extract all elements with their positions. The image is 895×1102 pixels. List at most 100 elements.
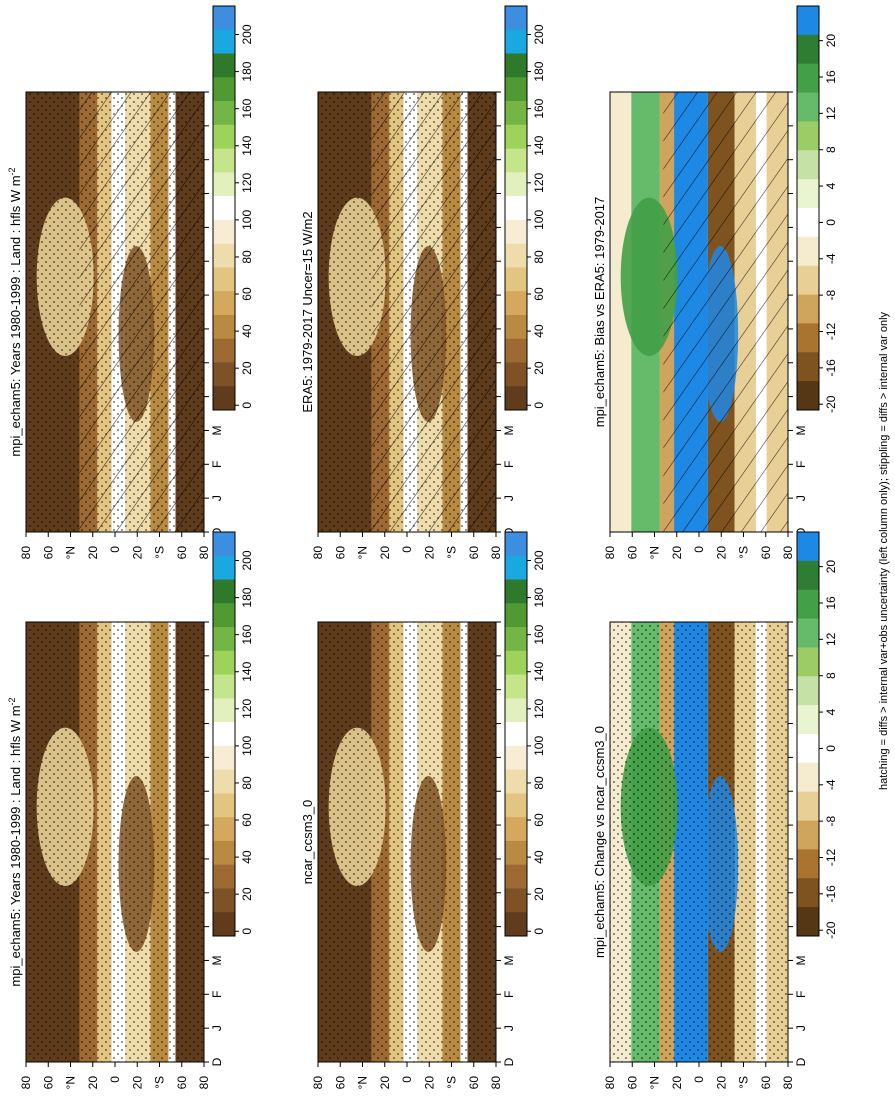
month-tick-label: J	[502, 495, 516, 501]
panel-title: mpi_echam5: Bias vs ERA5: 1979-2017	[592, 197, 607, 428]
colorbar-frame	[212, 5, 236, 411]
colorbar-tick-label: -12	[824, 849, 838, 867]
colorbar-tick-label: 12	[824, 632, 838, 646]
colorbar-swatch	[505, 77, 527, 102]
colorbar-swatch	[505, 219, 527, 245]
title-superscript: -2	[7, 697, 17, 705]
month-tick-label: D	[210, 1057, 224, 1066]
colorbar-tick-label: 40	[532, 850, 546, 864]
colorbar-swatch	[213, 532, 235, 557]
colorbar-swatch	[797, 179, 819, 209]
panel-p3: ERA5: 1979-2017 Uncer=15 W/m2DJFMAMJJASO…	[300, 89, 516, 559]
lat-tick-label: 0	[692, 1076, 706, 1083]
colorbar-swatch	[213, 291, 235, 316]
lat-tick-label: °N	[648, 1076, 662, 1089]
colorbar-swatch	[797, 820, 819, 850]
colorbar-swatch	[797, 734, 819, 764]
lat-tick-label: 80	[603, 1076, 617, 1090]
panel-p6: mpi_echam5: Change vs ncar_ccsm3_0DJFMAM…	[592, 619, 808, 1089]
colorbar-swatch	[797, 34, 819, 65]
lat-tick-label: 80	[19, 1076, 33, 1090]
colorbar-tick-label: 200	[532, 24, 546, 44]
month-tick-label: J	[210, 1025, 224, 1031]
colorbar-tick-label: 0	[240, 402, 254, 409]
stippling	[610, 622, 788, 1062]
colorbar-swatch	[505, 722, 527, 747]
month-tick-label: M	[794, 425, 808, 435]
colorbar-swatch	[797, 647, 819, 677]
colorbar-swatch	[505, 29, 527, 55]
colorbar-swatch	[505, 338, 527, 363]
lat-tick-label: 60	[759, 1076, 773, 1090]
colorbar-tick-label: 40	[240, 850, 254, 864]
colorbar-swatch	[505, 603, 527, 628]
lat-tick-label: 60	[333, 1076, 347, 1090]
colorbar-tick-label: 140	[240, 661, 254, 681]
colorbar-tick-label: 20	[240, 887, 254, 901]
colorbar-swatch	[797, 294, 819, 324]
colorbar-swatch	[797, 849, 819, 879]
colorbar-swatch	[213, 196, 235, 221]
colorbar-swatch	[505, 579, 527, 604]
colorbar-swatch	[797, 560, 819, 591]
lat-tick-label: 80	[311, 546, 325, 560]
month-tick-label: F	[794, 461, 808, 468]
colorbar-tick-label: 4	[824, 182, 838, 189]
month-tick-label: M	[210, 425, 224, 435]
colorbar-swatch	[797, 618, 819, 648]
colorbar-tick-label: 20	[532, 361, 546, 375]
colorbar-swatch	[505, 840, 527, 866]
colorbar-tick-label: 60	[240, 287, 254, 301]
lat-tick-label: 0	[108, 546, 122, 553]
panel-title: mpi_echam5: Change vs ncar_ccsm3_0	[592, 726, 607, 958]
colorbar-swatch	[213, 912, 235, 937]
lat-tick-label: 60	[625, 546, 639, 560]
colorbar-tick-label: 140	[532, 135, 546, 155]
month-tick-label: M	[210, 955, 224, 965]
panel-title: mpi_echam5: Years 1980-1999 : Land : hfl…	[7, 697, 23, 986]
colorbar-swatch	[505, 243, 527, 268]
colorbar-swatch	[797, 265, 819, 296]
colorbar-swatch	[505, 532, 527, 557]
colorbar-swatch	[213, 603, 235, 628]
colorbar-p5: 20 16 12 8 4 0 -4 -8 -12 -16 -20	[796, 5, 838, 413]
colorbar-swatch	[797, 878, 819, 908]
lat-tick-label: 80	[781, 1076, 795, 1090]
colorbar-swatch	[505, 650, 527, 676]
colorbar-tick-label: 140	[240, 135, 254, 155]
lat-tick-label: 20	[86, 1076, 100, 1090]
colorbar-tick-label: -16	[824, 885, 838, 903]
month-tick-label: F	[794, 991, 808, 998]
lat-tick-label: 80	[197, 1076, 211, 1090]
month-tick-label: F	[210, 991, 224, 998]
panel-title: mpi_echam5: Years 1980-1999 : Land : hfl…	[7, 167, 23, 456]
lat-tick-label: 80	[781, 546, 795, 560]
month-tick-label: F	[210, 461, 224, 468]
lat-tick-label: °N	[64, 546, 78, 559]
colorbar-swatch	[797, 323, 819, 353]
colorbar-swatch	[213, 267, 235, 292]
colorbar-tick-label: 8	[824, 672, 838, 679]
colorbar-tick-label: 160	[532, 98, 546, 118]
lat-tick-label: 60	[175, 1076, 189, 1090]
colorbar-swatch	[797, 791, 819, 822]
colorbar-tick-label: 160	[532, 624, 546, 644]
colorbar-swatch	[797, 121, 819, 151]
colorbar-swatch	[213, 53, 235, 78]
colorbar-swatch	[797, 762, 819, 793]
colorbar-swatch	[213, 840, 235, 866]
colorbar-swatch	[213, 77, 235, 102]
lat-tick-label: 60	[41, 546, 55, 560]
colorbar-tick-label: 200	[240, 550, 254, 570]
colorbar-swatch	[797, 589, 819, 620]
colorbar-swatch	[797, 63, 819, 94]
colorbar-tick-label: 80	[532, 776, 546, 790]
colorbar-tick-label: 0	[824, 745, 838, 752]
colorbar-swatch	[213, 172, 235, 197]
colorbar-tick-label: 200	[532, 550, 546, 570]
lat-tick-label: °S	[445, 546, 459, 559]
colorbar-swatch	[213, 555, 235, 581]
lat-tick-label: 60	[625, 1076, 639, 1090]
